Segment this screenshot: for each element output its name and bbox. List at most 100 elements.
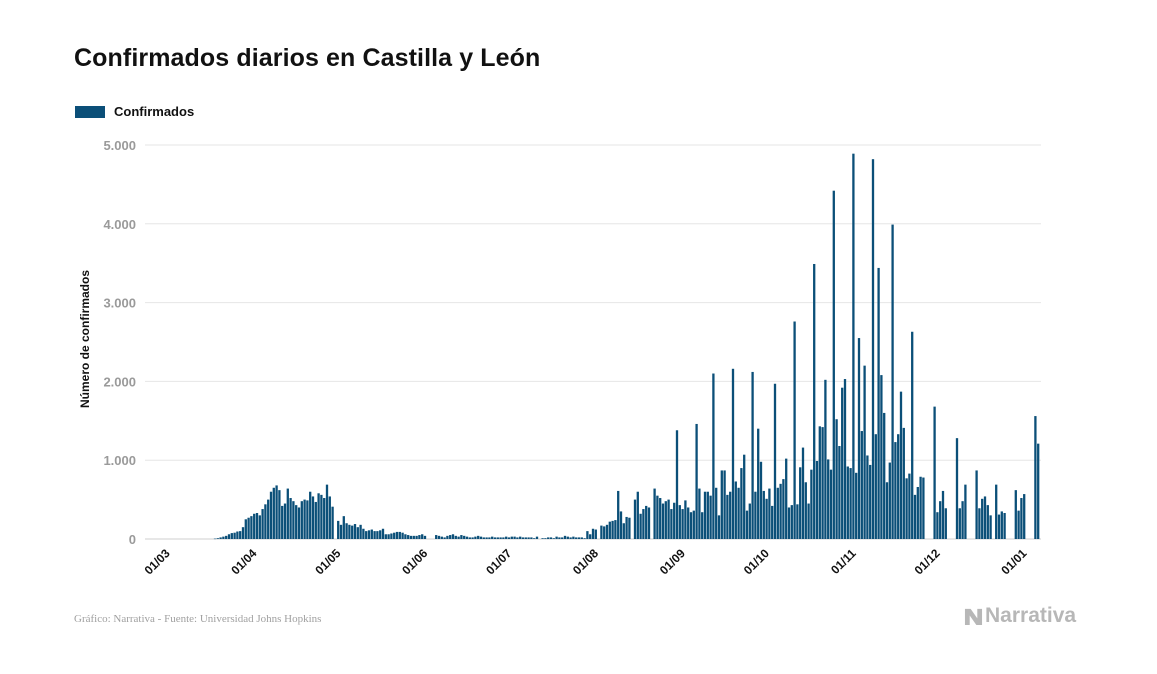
bar — [818, 426, 821, 539]
bar — [544, 538, 547, 539]
bar — [706, 491, 709, 539]
bar — [463, 535, 466, 539]
bar — [222, 536, 225, 539]
bar — [754, 491, 757, 539]
bar — [219, 537, 222, 539]
bar — [689, 512, 693, 539]
bar — [611, 520, 614, 539]
bar — [857, 338, 861, 539]
bar — [440, 536, 443, 539]
bar — [653, 488, 656, 539]
bar — [759, 461, 763, 539]
bar — [586, 531, 589, 539]
bar — [457, 536, 460, 539]
bar — [314, 501, 317, 539]
bar — [983, 496, 987, 539]
bar — [339, 524, 343, 539]
bar — [911, 331, 914, 539]
bar — [745, 510, 749, 539]
narrativa-logo-icon — [964, 608, 983, 625]
bar — [642, 509, 645, 539]
bar — [541, 538, 544, 539]
bar — [535, 536, 539, 539]
bar — [421, 534, 424, 539]
bar — [664, 501, 667, 539]
bar — [311, 496, 315, 539]
bar — [549, 537, 553, 539]
bar — [821, 427, 824, 539]
bar — [681, 509, 684, 539]
bar — [530, 537, 533, 539]
bar — [678, 505, 681, 539]
bar — [272, 487, 275, 539]
y-tick-label: 0 — [129, 532, 136, 547]
bar — [944, 508, 947, 539]
bar — [418, 535, 421, 539]
bar — [614, 520, 617, 539]
bar — [485, 537, 488, 539]
bar — [278, 490, 281, 539]
bar — [555, 536, 558, 539]
bar — [989, 515, 992, 539]
y-tick-label: 5.000 — [103, 138, 136, 153]
bar — [874, 434, 877, 539]
brand-name: Narrativa — [985, 604, 1077, 627]
bar — [521, 537, 525, 539]
bar — [496, 537, 499, 539]
x-tick-label: 01/07 — [483, 546, 514, 577]
bar — [787, 507, 791, 539]
bar — [225, 535, 228, 539]
bar — [356, 527, 359, 539]
bar — [435, 535, 438, 539]
bar — [591, 528, 595, 539]
x-tick-label: 01/08 — [570, 546, 601, 577]
bar — [941, 490, 945, 539]
bar — [446, 535, 449, 539]
bar — [558, 537, 561, 539]
bar — [869, 464, 872, 539]
source-note: Gráfico: Narrativa - Fuente: Universidad… — [74, 613, 322, 625]
bar — [580, 537, 583, 539]
bar — [594, 529, 597, 539]
bar — [353, 524, 357, 539]
bar — [393, 532, 396, 539]
bar — [748, 503, 751, 539]
bar — [824, 379, 827, 539]
bar — [600, 525, 603, 539]
bar — [292, 501, 295, 539]
bar — [919, 476, 922, 539]
bar — [964, 484, 967, 539]
bar — [639, 513, 642, 539]
bar — [306, 500, 309, 539]
bar — [846, 466, 849, 539]
bar — [328, 496, 331, 539]
bar — [899, 391, 903, 539]
x-axis-ticks: 01/03 01/04 01/05 01/06 01/07 01/08 01/09 01/10… — [142, 546, 1030, 577]
bar — [885, 482, 889, 539]
bar — [827, 459, 830, 539]
bar — [409, 535, 413, 539]
bar — [258, 515, 261, 539]
bar — [855, 472, 858, 539]
y-axis-ticks: 0 1.000 2.000 3.000 4.000 5.000 — [103, 138, 136, 547]
bar — [583, 538, 586, 539]
bar — [286, 488, 289, 539]
bar — [449, 535, 452, 539]
bar — [897, 434, 900, 539]
bar — [916, 486, 919, 539]
bar — [619, 511, 623, 539]
bar — [381, 528, 385, 539]
x-tick-label: 01/04 — [228, 546, 259, 577]
x-tick-label: 01/10 — [741, 546, 772, 577]
bar — [1037, 443, 1040, 539]
bar — [687, 507, 690, 539]
bar — [264, 504, 267, 539]
bar — [709, 495, 712, 539]
x-tick-label: 01/01 — [998, 546, 1029, 577]
bar — [362, 528, 365, 539]
bar — [765, 498, 768, 539]
bar — [552, 538, 555, 539]
legend: Confirmados — [75, 104, 194, 119]
bar — [547, 537, 550, 539]
bar — [771, 505, 774, 539]
